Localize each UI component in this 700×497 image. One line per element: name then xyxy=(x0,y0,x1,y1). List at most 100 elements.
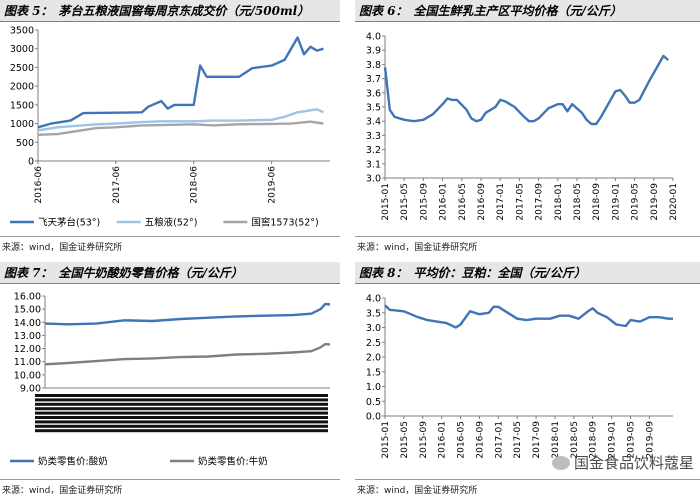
x-axis-label-redaction xyxy=(35,420,328,424)
y-tick-label: 3.5 xyxy=(366,103,381,114)
x-tick-label: 2018-06 xyxy=(190,166,200,204)
x-tick-label: 2015-01 xyxy=(381,183,391,221)
x-tick-label: 2016-01 xyxy=(438,421,448,459)
y-tick-label: 3.5 xyxy=(366,308,381,319)
chart-7-svg: 9.00 10.00 11.00 12.00 13.00 14.00 15.00 16.00 奶… xyxy=(10,292,331,468)
x-tick-label: 2017-09 xyxy=(532,421,542,459)
wechat-icon xyxy=(551,456,570,470)
y-tick-label: 14.00 xyxy=(14,318,41,329)
legend-label: 五粮液(52°) xyxy=(145,217,198,229)
x-tick-label: 2018-09 xyxy=(592,183,602,221)
x-tick-label: 2016-01 xyxy=(439,183,449,221)
y-tick-label: 2500 xyxy=(10,63,34,74)
y-tick-label: 1.0 xyxy=(366,382,381,393)
y-tick-label: 15.00 xyxy=(14,305,41,316)
x-axis-label-redaction xyxy=(35,411,328,415)
panel-chart-8: 图表 8： 平均价：豆粕：全国（元/公斤） 0.0 0.5 1.0 1.5 2.0 2.5 3… xyxy=(355,262,700,497)
chart-8-svg: 0.0 0.5 1.0 1.5 2.0 2.5 3.0 3.5 4.0 2015-01 2015-0… xyxy=(366,294,673,459)
y-tick-label: 1.5 xyxy=(366,367,381,378)
y-tick-label: 3.0 xyxy=(366,323,381,334)
y-tick-label: 2.0 xyxy=(366,353,381,364)
x-tick-label: 2016-06 xyxy=(34,166,44,204)
chart-5-number: 图表 5： xyxy=(4,4,53,18)
x-axis-label-redaction xyxy=(35,424,328,428)
y-tick-label: 9.00 xyxy=(20,384,41,395)
x-tick-label: 2016-05 xyxy=(457,421,467,459)
x-tick-label: 2017-06 xyxy=(112,166,122,204)
legend-label: 奶类零售价:酸奶 xyxy=(38,456,108,468)
y-tick-label: 3000 xyxy=(10,44,34,55)
x-axis-label-redaction xyxy=(35,429,328,433)
x-tick-label: 2015-09 xyxy=(419,421,429,459)
x-axis-label-redaction xyxy=(35,416,328,419)
y-tick-label: 4.0 xyxy=(366,294,381,305)
x-tick-label: 2017-05 xyxy=(513,421,523,459)
series-line-1 xyxy=(37,36,324,129)
chart-5-svg: 0 500 1000 1500 2000 2500 3000 3500 2016-06 2017-… xyxy=(10,26,330,229)
y-tick-label: 3.2 xyxy=(366,145,381,156)
y-tick-label: 3.1 xyxy=(366,159,381,170)
x-tick-label: 2018-05 xyxy=(573,183,583,221)
series-line-1 xyxy=(44,302,331,326)
chart-5-title: 图表 5： 茅台五粮液国窖每周京东成交价（元/500ml） xyxy=(0,0,340,22)
chart-8-source: 来源：wind，国金证券研究所 xyxy=(357,486,478,496)
legend-item-3: 国窖1573(52°) xyxy=(223,217,319,229)
x-tick-label: 2019-05 xyxy=(627,421,637,459)
x-tick-label: 2018-01 xyxy=(554,183,564,221)
y-tick-label: 500 xyxy=(16,138,34,149)
y-tick-label: 11.00 xyxy=(14,357,41,368)
y-tick-label: 3.8 xyxy=(366,60,381,71)
legend-label: 国窖1573(52°) xyxy=(251,217,318,229)
legend-item-2: 奶类零售价:牛奶 xyxy=(170,456,268,468)
y-tick-label: 3.0 xyxy=(366,174,381,185)
x-tick-label: 2019-06 xyxy=(268,166,278,204)
legend-item-1: 飞天茅台(53°) xyxy=(10,217,100,229)
y-tick-label: 3.6 xyxy=(366,88,381,99)
y-tick-label: 4.0 xyxy=(366,32,381,43)
x-tick-label: 2020-01 xyxy=(669,183,679,221)
legend-label: 飞天茅台(53°) xyxy=(38,217,100,229)
y-tick-label: 3.4 xyxy=(366,117,381,128)
chart-8-title: 图表 8： 平均价：豆粕：全国（元/公斤） xyxy=(355,262,700,284)
legend-item-2: 五粮液(52°) xyxy=(116,217,198,229)
x-tick-label: 2016-05 xyxy=(458,183,468,221)
y-tick-label: 3.9 xyxy=(366,46,381,57)
x-tick-label: 2018-05 xyxy=(570,421,580,459)
series-line-2 xyxy=(37,108,325,132)
x-tick-label: 2015-09 xyxy=(419,183,429,221)
x-tick-label: 2019-01 xyxy=(611,183,621,221)
y-tick-label: 2000 xyxy=(10,82,34,93)
chart-7-source: 来源：wind，国金证券研究所 xyxy=(2,486,123,496)
y-tick-label: 13.00 xyxy=(14,331,41,342)
x-tick-label: 2015-05 xyxy=(400,183,410,221)
chart-6-number: 图表 6： xyxy=(359,4,408,18)
x-tick-label: 2017-05 xyxy=(515,183,525,221)
watermark-text: 国金食品饮料蔻星 xyxy=(573,454,694,472)
x-tick-label: 2019-01 xyxy=(608,421,618,459)
chart-6-title: 图表 6： 全国生鲜乳主产区平均价格（元/公斤） xyxy=(355,0,700,22)
chart-7-number: 图表 7： xyxy=(4,266,53,280)
chart-6-title-text: 全国生鲜乳主产区平均价格（元/公斤） xyxy=(413,4,622,18)
chart-6-svg: 3.0 3.1 3.2 3.3 3.4 3.5 3.6 3.7 3.8 3.9 4.0 2015-01… xyxy=(366,32,679,221)
y-tick-label: 2.5 xyxy=(366,338,381,349)
x-axis-label-redaction xyxy=(35,402,328,406)
x-tick-label: 2017-09 xyxy=(535,183,545,221)
chart-5-title-text: 茅台五粮液国窖每周京东成交价（元/500ml） xyxy=(58,4,310,18)
chart-7-title-text: 全国牛奶酸奶零售价格（元/公斤） xyxy=(58,266,243,280)
x-tick-label: 2019-05 xyxy=(631,183,641,221)
legend-item-1: 奶类零售价:酸奶 xyxy=(10,456,108,468)
y-tick-label: 3.7 xyxy=(366,74,381,85)
chart-7-title: 图表 7： 全国牛奶酸奶零售价格（元/公斤） xyxy=(0,262,340,284)
x-tick-label: 2016-09 xyxy=(477,183,487,221)
y-tick-label: 16.00 xyxy=(14,292,41,303)
series-line-1 xyxy=(384,304,673,329)
y-tick-label: 1000 xyxy=(10,119,34,130)
panel-chart-6: 图表 6： 全国生鲜乳主产区平均价格（元/公斤） 3.0 3.1 3.2 3.3 3.4 3… xyxy=(355,0,700,255)
x-tick-label: 2019-09 xyxy=(650,183,660,221)
x-axis-label-redaction xyxy=(35,407,328,411)
chart-6-source: 来源：wind，国金证券研究所 xyxy=(357,243,478,253)
y-tick-label: 1500 xyxy=(10,100,34,111)
x-axis-label-redaction xyxy=(35,394,328,397)
y-tick-label: 0.0 xyxy=(366,412,381,423)
x-tick-label: 2018-01 xyxy=(551,421,561,459)
